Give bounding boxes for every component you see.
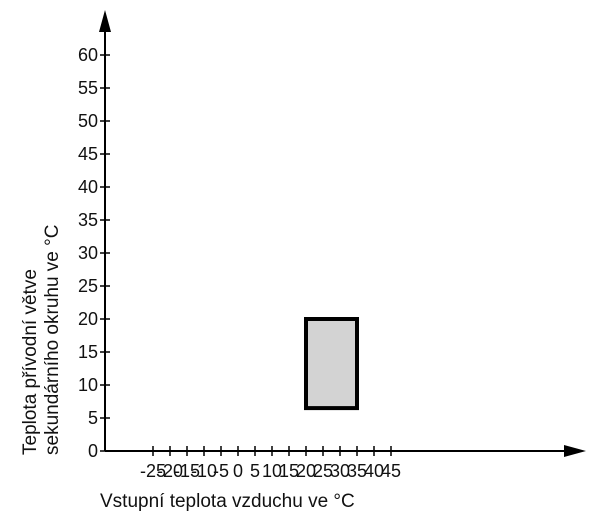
x-axis-title: Vstupní teplota vzduchu ve °C	[100, 491, 355, 512]
x-axis-arrow	[564, 445, 586, 457]
y-axis-title-line-2: sekundárního okruhu ve °C	[42, 225, 63, 455]
x-tick-label: 15	[279, 461, 299, 481]
x-tick-label: -10	[191, 461, 217, 481]
x-tick-label: 40	[364, 461, 384, 481]
y-tick-label: 55	[78, 78, 98, 98]
y-tick-label: 45	[78, 144, 98, 164]
y-tick-label: 5	[88, 408, 98, 428]
x-tick-label: 10	[262, 461, 282, 481]
y-tick-label: 0	[88, 441, 98, 461]
x-tick-label: -5	[213, 461, 229, 481]
axes	[99, 10, 586, 457]
y-tick-label: 60	[78, 45, 98, 65]
x-tick-label: 45	[381, 461, 401, 481]
x-tick-label: 35	[347, 461, 367, 481]
y-axis-title-line-1: Teplota přívodní větve	[20, 269, 41, 455]
y-tick-label: 35	[78, 210, 98, 230]
y-tick-label: 10	[78, 375, 98, 395]
y-ticks: 0 5 10 15 20 25 30 35 40 45 50 55 60	[78, 45, 110, 461]
x-tick-label: -25	[140, 461, 166, 481]
x-tick-label: -20	[157, 461, 183, 481]
y-axis-title: Teplota přívodní větve sekundárního okru…	[20, 225, 63, 455]
y-tick-label: 30	[78, 243, 98, 263]
x-tick-label: 5	[250, 461, 260, 481]
x-tick-label: -15	[174, 461, 200, 481]
y-tick-label: 20	[78, 309, 98, 329]
x-tick-label: 0	[233, 461, 243, 481]
operating-regions	[304, 317, 359, 411]
x-tick-label: 30	[330, 461, 350, 481]
y-tick-label: 50	[78, 111, 98, 131]
y-tick-label: 25	[78, 276, 98, 296]
x-tick-label: 25	[313, 461, 333, 481]
y-tick-label: 40	[78, 177, 98, 197]
y-tick-label: 15	[78, 342, 98, 362]
operating-region-0	[304, 317, 359, 411]
y-axis-arrow	[99, 10, 111, 32]
x-tick-label: 20	[296, 461, 316, 481]
